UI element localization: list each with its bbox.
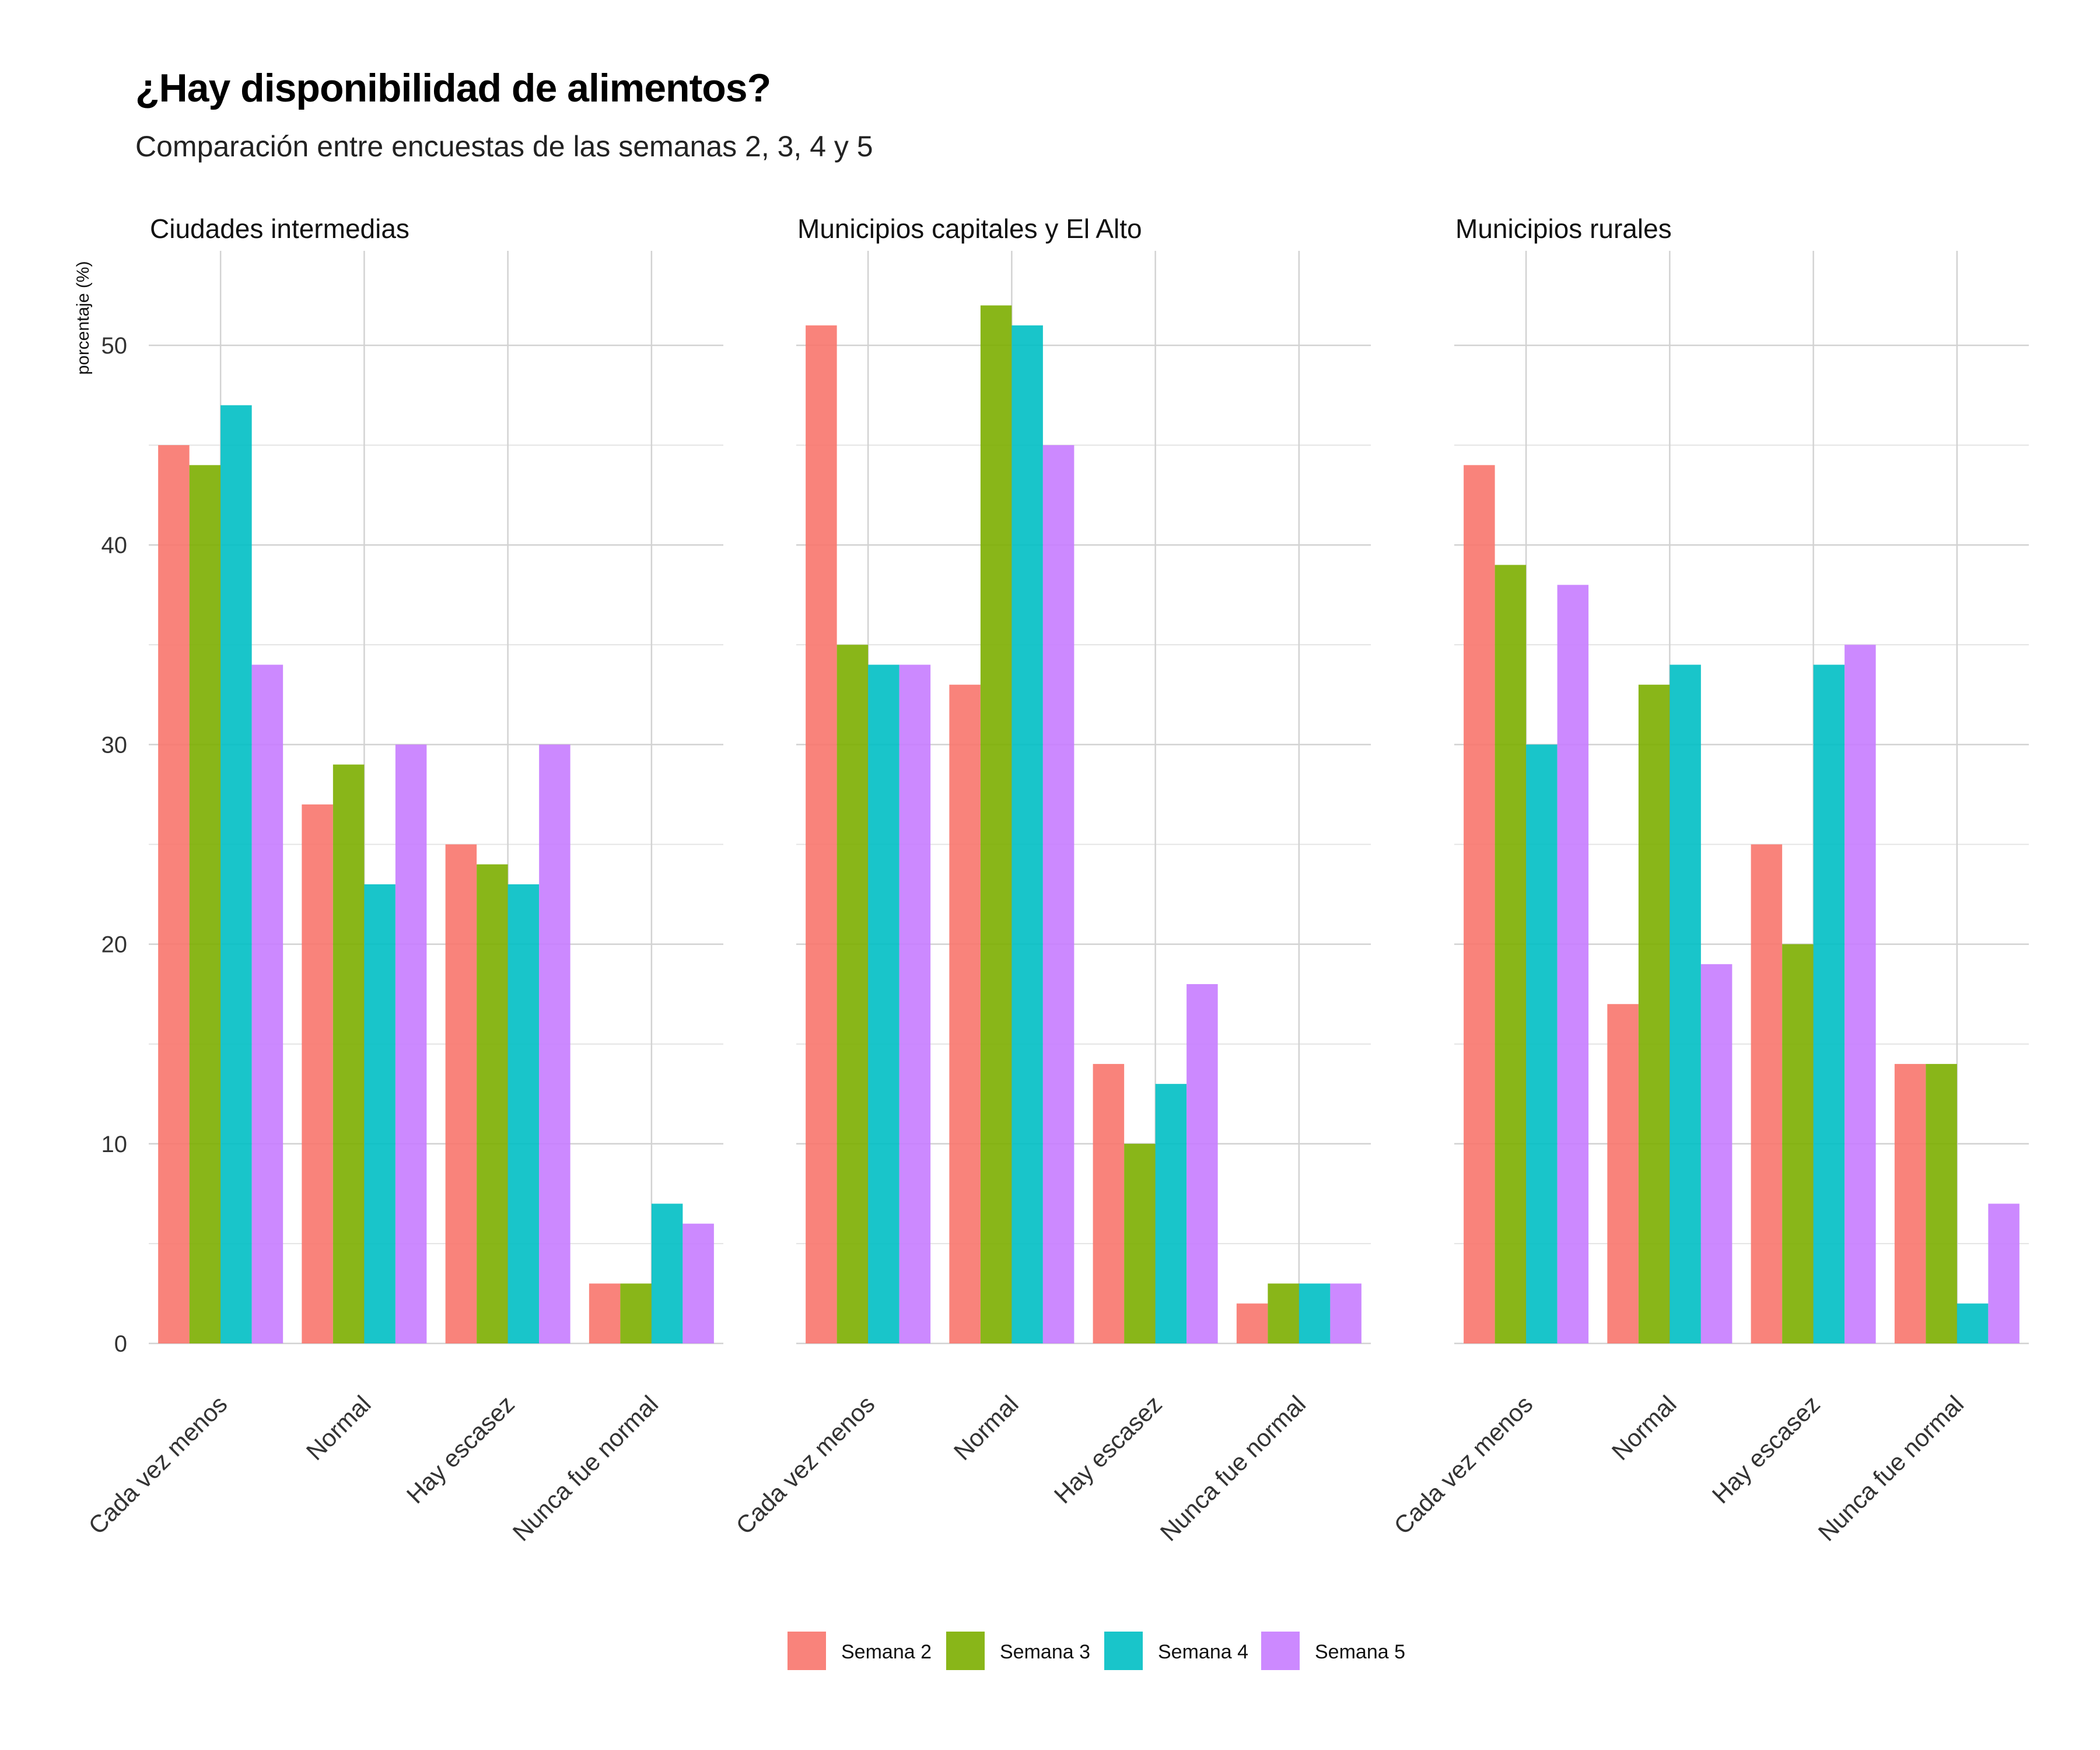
y-tick-label: 40 [102,533,128,558]
bar-ciudades-intermedias-semana-3-2 [477,864,508,1343]
bar-municipios-rurales-semana-3-2 [1782,944,1814,1343]
bar-municipios-capitales-y-el-alto-semana-4-0 [868,664,900,1343]
bar-ciudades-intermedias-semana-5-0 [251,664,284,1343]
y-tick-label: 50 [102,333,128,359]
bar-municipios-capitales-y-el-alto-semana-4-3 [1298,1283,1331,1343]
bar-municipios-rurales-semana-2-3 [1894,1063,1926,1343]
y-tick-label: 0 [114,1331,127,1357]
bar-ciudades-intermedias-semana-5-2 [539,744,570,1343]
x-tick-label: Hay escasez [401,1390,520,1508]
bar-municipios-capitales-y-el-alto-semana-2-3 [1236,1303,1268,1343]
bar-municipios-rurales-semana-3-1 [1638,684,1670,1343]
bar-municipios-capitales-y-el-alto-semana-2-0 [806,325,837,1343]
bar-municipios-rurales-semana-4-3 [1957,1303,1989,1343]
legend-label-semana-4: Semana 4 [1158,1641,1248,1663]
bar-municipios-rurales-semana-2-1 [1607,1004,1639,1343]
bar-municipios-rurales-semana-2-2 [1751,844,1783,1343]
bar-ciudades-intermedias-semana-2-3 [589,1283,621,1343]
x-tick-label: Nunca fue normal [1155,1390,1311,1546]
bar-municipios-rurales-semana-4-2 [1813,664,1845,1343]
y-tick-label: 10 [102,1132,128,1157]
bar-municipios-capitales-y-el-alto-semana-4-2 [1155,1084,1187,1343]
legend-swatch-semana-4 [1104,1632,1143,1670]
legend-label-semana-5: Semana 5 [1315,1641,1405,1663]
bar-ciudades-intermedias-semana-2-0 [158,445,190,1343]
bar-municipios-rurales-semana-5-1 [1700,964,1732,1343]
bar-municipios-capitales-y-el-alto-semana-2-2 [1093,1063,1125,1343]
bar-municipios-capitales-y-el-alto-semana-3-0 [836,645,869,1343]
bar-municipios-rurales-semana-5-0 [1557,584,1589,1343]
bar-municipios-capitales-y-el-alto-semana-5-0 [899,664,931,1343]
bar-municipios-capitales-y-el-alto-semana-5-2 [1186,984,1218,1343]
y-axis-label: porcentaje (%) [74,261,93,374]
legend-swatch-semana-5 [1261,1632,1300,1670]
x-tick-label: Normal [949,1390,1024,1465]
x-tick-label: Normal [301,1390,376,1465]
chart-title: ¿Hay disponibilidad de alimentos? [135,66,771,110]
facet-title-municipios-capitales-y-el-alto: Municipios capitales y El Alto [797,214,1142,244]
x-tick-label: Cada vez menos [83,1390,232,1539]
bar-ciudades-intermedias-semana-4-3 [651,1203,683,1343]
bar-ciudades-intermedias-semana-4-1 [364,884,396,1343]
x-tick-label: Normal [1606,1390,1682,1465]
bar-municipios-capitales-y-el-alto-semana-3-3 [1268,1283,1299,1343]
bar-ciudades-intermedias-semana-3-1 [332,764,365,1343]
bar-ciudades-intermedias-semana-2-1 [302,804,333,1343]
y-tick-label: 20 [102,932,128,958]
bar-municipios-capitales-y-el-alto-semana-5-1 [1042,445,1074,1343]
legend-swatch-semana-3 [946,1632,985,1670]
legend-label-semana-3: Semana 3 [1000,1641,1090,1663]
y-tick-label: 30 [102,732,128,758]
facet-title-municipios-rurales: Municipios rurales [1455,214,1672,244]
bar-municipios-capitales-y-el-alto-semana-2-1 [949,684,981,1343]
bar-municipios-rurales-semana-5-2 [1845,645,1876,1343]
bar-municipios-rurales-semana-3-3 [1926,1063,1957,1343]
bar-municipios-rurales-semana-2-0 [1464,465,1495,1343]
bar-ciudades-intermedias-semana-5-3 [682,1223,714,1343]
x-tick-label: Cada vez menos [730,1390,880,1539]
bar-ciudades-intermedias-semana-3-3 [620,1283,652,1343]
bar-ciudades-intermedias-semana-4-0 [220,405,252,1344]
bar-municipios-rurales-semana-5-3 [1988,1203,2020,1343]
legend-swatch-semana-2 [788,1632,826,1670]
bar-municipios-capitales-y-el-alto-semana-3-1 [980,305,1012,1343]
bar-municipios-capitales-y-el-alto-semana-5-3 [1330,1283,1362,1343]
x-tick-label: Cada vez menos [1388,1390,1538,1539]
bar-municipios-capitales-y-el-alto-semana-4-1 [1012,325,1043,1343]
bar-ciudades-intermedias-semana-5-1 [395,744,427,1343]
legend-label-semana-2: Semana 2 [841,1641,932,1663]
bar-municipios-rurales-semana-4-1 [1670,664,1701,1343]
bar-municipios-capitales-y-el-alto-semana-3-2 [1124,1143,1156,1343]
chart-subtitle: Comparación entre encuestas de las seman… [135,130,873,163]
bar-ciudades-intermedias-semana-4-2 [508,884,540,1343]
x-tick-label: Hay escasez [1049,1390,1167,1508]
x-tick-label: Nunca fue normal [508,1390,664,1546]
bar-municipios-rurales-semana-4-0 [1526,744,1558,1343]
facet-title-ciudades-intermedias: Ciudades intermedias [150,214,410,244]
bar-municipios-rurales-semana-3-0 [1494,565,1527,1344]
bar-ciudades-intermedias-semana-3-0 [189,465,221,1343]
x-tick-label: Nunca fue normal [1813,1390,1969,1546]
x-tick-label: Hay escasez [1707,1390,1825,1508]
bar-ciudades-intermedias-semana-2-2 [445,844,477,1343]
